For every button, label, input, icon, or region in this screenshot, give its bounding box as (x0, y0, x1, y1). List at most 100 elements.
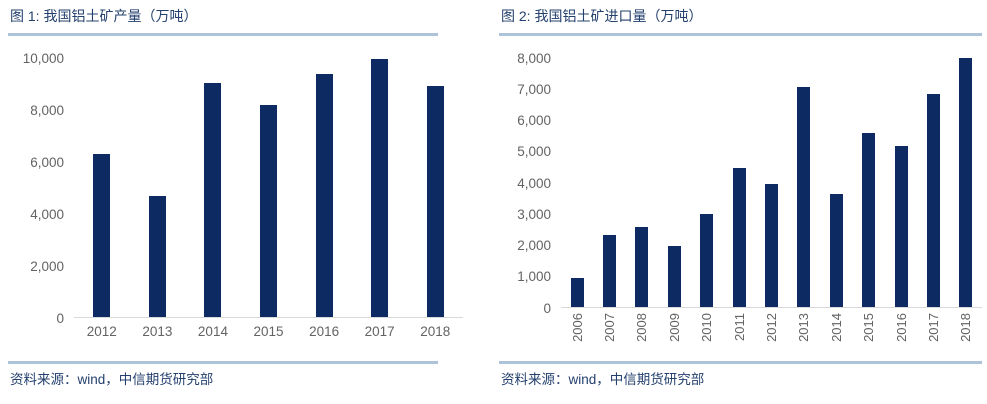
bar-slot (561, 58, 593, 307)
y-tick-label: 4,000 (517, 175, 551, 191)
bar-2006 (570, 278, 584, 307)
bar-slot (691, 58, 723, 307)
x-tick-label: 2016 (885, 313, 917, 360)
x-axis-labels: 2006 2007 2008 2009 2010 2011 2012 2013 2014 2015… (561, 308, 982, 360)
x-tick-text: 2015 (861, 313, 877, 342)
bauxite-production-chart: 10,000 8,000 6,000 4,000 2,000 0 2012 2013 2014… (8, 51, 463, 344)
bar-2018 (959, 58, 973, 307)
x-tick-text: 2017 (364, 324, 395, 339)
x-tick-text: 2018 (958, 313, 974, 342)
y-tick-label: 0 (56, 310, 64, 326)
y-tick-label: 10,000 (22, 50, 64, 66)
bar-slot (853, 58, 885, 307)
bar-slot (74, 58, 130, 317)
y-axis: 10,000 8,000 6,000 4,000 2,000 0 (8, 51, 74, 324)
bar-2007 (603, 235, 617, 307)
figure-1-source: 资料来源：wind，中信期货研究部 (8, 361, 438, 402)
bar-2013 (797, 87, 811, 307)
x-tick-label: 2015 (241, 325, 297, 344)
bar-slot (593, 58, 625, 307)
figure-1-title-rule (8, 33, 438, 36)
y-tick-label: 1,000 (517, 269, 551, 284)
x-tick-text: 2012 (764, 313, 780, 342)
x-tick-label: 2014 (185, 325, 241, 344)
bar-2014 (204, 83, 222, 317)
bar-slot (658, 58, 690, 307)
x-tick-label: 2018 (950, 313, 982, 360)
y-tick-label: 7,000 (517, 81, 551, 97)
x-tick-label: 2017 (352, 325, 408, 344)
y-axis: 8,000 7,000 6,000 5,000 4,000 3,000 2,000 1,000… (499, 51, 561, 314)
x-tick-text: 2011 (731, 313, 747, 341)
x-tick-text: 2013 (796, 313, 812, 342)
x-tick-text: 2009 (666, 313, 682, 342)
y-tick-label: 5,000 (517, 144, 551, 159)
plot-area (74, 58, 463, 318)
bar-2018 (426, 85, 444, 317)
x-tick-text: 2010 (699, 313, 715, 342)
x-tick-label: 2012 (755, 313, 787, 360)
x-tick-label: 2015 (853, 313, 885, 360)
x-tick-label: 2013 (130, 325, 186, 344)
y-tick-label: 2,000 (517, 237, 551, 253)
figure-2-panel: 图 2: 我国铝土矿进口量（万吨） 8,000 7,000 6,000 5,000 4,… (499, 2, 982, 402)
figure-1-title: 图 1: 我国铝土矿产量（万吨） (10, 8, 198, 24)
bar-2016 (894, 145, 908, 307)
bar-2009 (667, 246, 681, 307)
x-tick-label: 2017 (917, 313, 949, 360)
figure-2-source: 资料来源：wind，中信期货研究部 (499, 361, 982, 402)
bar-2014 (829, 194, 843, 307)
x-tick-text: 2014 (828, 313, 844, 342)
bar-slot (885, 58, 917, 307)
x-tick-text: 2018 (420, 324, 451, 339)
bar-2015 (260, 104, 278, 317)
y-tick-label: 0 (543, 300, 551, 316)
x-tick-label: 2018 (407, 325, 463, 344)
y-tick-label: 8,000 (30, 102, 64, 118)
plot-area (561, 58, 982, 308)
x-tick-label: 2006 (561, 313, 593, 360)
x-tick-label: 2012 (74, 325, 130, 344)
bar-slot (185, 58, 241, 317)
bar-slot (241, 58, 297, 317)
x-tick-label: 2010 (691, 313, 723, 360)
x-tick-text: 2017 (925, 313, 941, 342)
y-tick-label: 3,000 (517, 206, 551, 222)
x-tick-text: 2012 (86, 324, 117, 339)
x-tick-text: 2016 (893, 313, 909, 342)
x-axis-labels: 2012 2013 2014 2015 2016 2017 2018 (74, 318, 463, 344)
bar-2010 (700, 213, 714, 307)
y-tick-label: 6,000 (30, 154, 64, 170)
bar-slot (950, 58, 982, 307)
bar-2013 (148, 195, 166, 317)
x-tick-label: 2008 (626, 313, 658, 360)
figure-1-panel: 图 1: 我国铝土矿产量（万吨） 10,000 8,000 6,000 4,000 2,… (8, 2, 463, 402)
x-tick-text: 2007 (602, 313, 618, 342)
x-tick-text: 2014 (197, 324, 228, 339)
x-tick-text: 2006 (569, 313, 585, 342)
x-tick-text: 2016 (309, 324, 340, 339)
x-tick-text: 2013 (142, 324, 173, 339)
x-tick-label: 2007 (593, 313, 625, 360)
bar-slot (723, 58, 755, 307)
y-tick-label: 6,000 (517, 112, 551, 128)
bar-2017 (926, 94, 940, 307)
bar-slot (130, 58, 186, 317)
bar-2015 (862, 133, 876, 307)
bar-slot (407, 58, 463, 317)
bar-slot (296, 58, 352, 317)
bar-slot (352, 58, 408, 317)
bar-2011 (732, 167, 746, 307)
x-tick-label: 2016 (296, 325, 352, 344)
bar-slot (788, 58, 820, 307)
bar-2017 (371, 59, 389, 317)
bar-slot (626, 58, 658, 307)
y-tick-label: 4,000 (30, 206, 64, 222)
x-tick-text: 2008 (634, 313, 650, 342)
x-tick-label: 2014 (820, 313, 852, 360)
x-tick-label: 2011 (723, 313, 755, 360)
bar-2012 (93, 153, 111, 317)
x-tick-label: 2009 (658, 313, 690, 360)
x-tick-text: 2015 (253, 324, 284, 339)
